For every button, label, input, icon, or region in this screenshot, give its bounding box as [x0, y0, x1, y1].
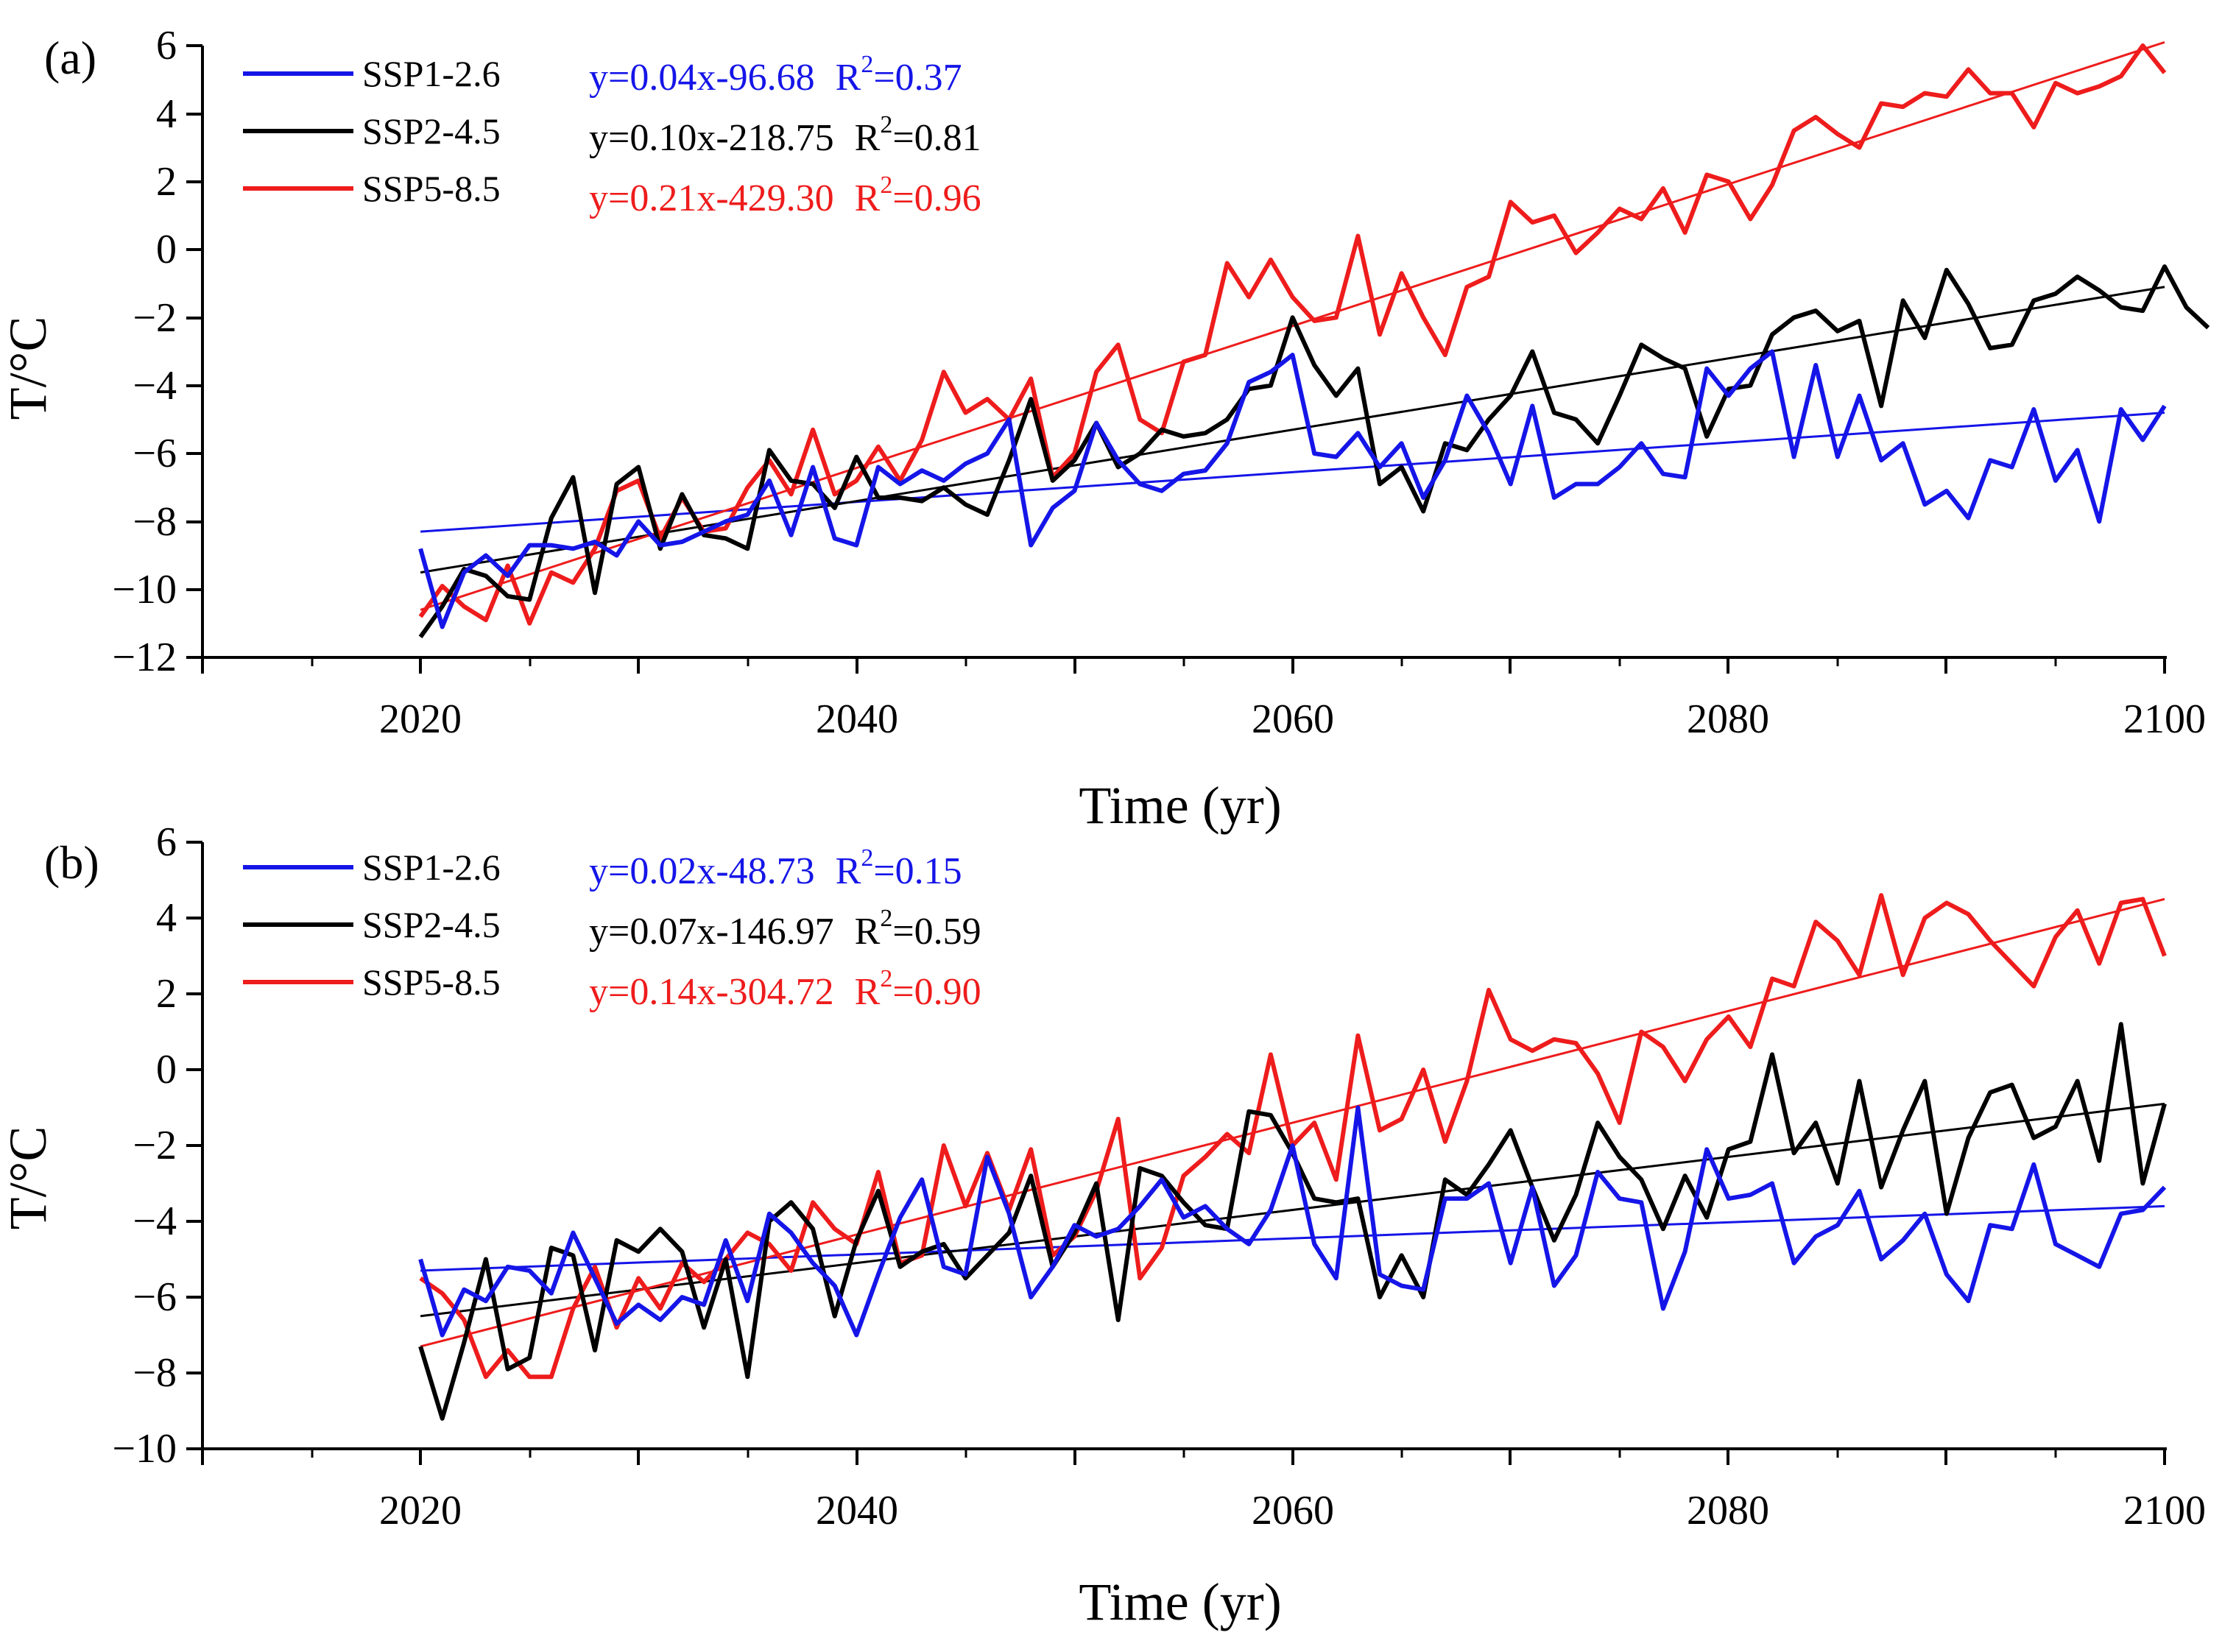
y-tick-label: −4 [133, 1199, 177, 1244]
equation-text: y=0.07x-146.97 [589, 911, 834, 953]
y-tick-label: 6 [156, 23, 177, 68]
equation-ssp126: y=0.04x-96.68 R2=0.37 [589, 51, 962, 99]
trend-line-ssp585 [420, 897, 2165, 1348]
legend: SSP1-2.6 SSP2-4.5 SSP5-8.5 [243, 53, 501, 209]
equation-text: y=0.10x-218.75 [589, 117, 834, 159]
x-tick-label: 2080 [1687, 1488, 1769, 1533]
r2-label: R [836, 850, 861, 892]
y-tick-label: −6 [133, 431, 177, 476]
series-line-ssp126 [418, 1105, 2167, 1338]
equation-text: y=0.04x-96.68 [589, 57, 815, 99]
y-tick-label: 6 [156, 819, 177, 865]
trend-line-ssp245 [420, 286, 2165, 574]
y-tick-label: −10 [112, 1426, 177, 1472]
x-tick-label: 2080 [1687, 696, 1769, 742]
r2-label: R [855, 117, 881, 159]
legend-label-ssp126: SSP1-2.6 [362, 53, 501, 94]
r2-value: =0.59 [892, 911, 981, 953]
legend: SSP1-2.6 SSP2-4.5 SSP5-8.5 [243, 847, 501, 1003]
equation-text: y=0.21x-429.30 [589, 177, 834, 219]
y-tick-label: 2 [156, 159, 177, 205]
panel-a: (a) T/°C Time (yr) −12 −10 −8 −6 −4 −2 0… [0, 23, 2210, 835]
legend-label-ssp245: SSP2-4.5 [362, 904, 501, 945]
panel-label: (b) [44, 836, 99, 889]
regression-equations: y=0.02x-48.73 R2=0.15 y=0.07x-146.97 R2=0.… [589, 844, 981, 1013]
panel-label: (a) [44, 32, 96, 84]
y-tick-label: −12 [112, 635, 177, 680]
trend-line-ssp126 [420, 1204, 2165, 1272]
y-tick-label: −6 [133, 1274, 177, 1320]
series-line-ssp245 [418, 264, 2210, 639]
r2-label: R [855, 177, 881, 219]
r2-label: R [855, 911, 881, 953]
r2-superscript: 2 [880, 111, 892, 138]
equation-ssp126: y=0.02x-48.73 R2=0.15 [589, 844, 962, 892]
r2-value: =0.81 [892, 117, 981, 159]
x-tick-label: 2020 [379, 696, 462, 742]
plot-area [418, 40, 2210, 639]
x-tick-label: 2040 [816, 696, 898, 742]
equation-text: y=0.14x-304.72 [589, 971, 834, 1013]
legend-label-ssp126: SSP1-2.6 [362, 847, 501, 888]
y-tick-label: 0 [156, 1047, 177, 1092]
y-tick-label: −8 [133, 499, 177, 545]
equation-ssp585: y=0.21x-429.30 R2=0.96 [589, 172, 981, 219]
equation-ssp245: y=0.10x-218.75 R2=0.81 [589, 111, 981, 159]
y-axis-title: T/°C [0, 1126, 57, 1230]
equation-text: y=0.02x-48.73 [589, 850, 815, 892]
x-axis-title: Time (yr) [1079, 776, 1281, 835]
r2-value: =0.15 [873, 850, 962, 892]
legend-label-ssp585: SSP5-8.5 [362, 168, 501, 209]
r2-value: =0.37 [873, 57, 962, 99]
x-tick-label: 2100 [2123, 1488, 2206, 1533]
y-ticks: −10 −8 −6 −4 −2 0 2 4 6 [112, 819, 202, 1472]
series-line-ssp126 [418, 349, 2167, 629]
x-ticks: 2020 2040 2060 2080 2100 [201, 657, 2206, 742]
series-line-ssp245 [418, 1022, 2167, 1421]
equation-ssp245: y=0.07x-146.97 R2=0.59 [589, 905, 981, 953]
y-tick-label: 4 [156, 91, 177, 137]
r2-superscript: 2 [880, 905, 892, 932]
x-tick-label: 2060 [1252, 696, 1334, 742]
r2-value: =0.90 [892, 971, 981, 1013]
x-ticks: 2020 2040 2060 2080 2100 [201, 1449, 2206, 1533]
y-tick-label: −4 [133, 363, 177, 409]
y-tick-label: 0 [156, 227, 177, 272]
legend-label-ssp245: SSP2-4.5 [362, 110, 501, 152]
x-tick-label: 2100 [2123, 696, 2206, 742]
r2-superscript: 2 [880, 965, 892, 992]
r2-superscript: 2 [861, 844, 873, 872]
x-axis-title: Time (yr) [1079, 1572, 1281, 1631]
y-tick-label: −10 [112, 567, 177, 613]
trend-line-ssp585 [420, 40, 2165, 611]
y-tick-label: −2 [133, 1123, 177, 1168]
legend-label-ssp585: SSP5-8.5 [362, 961, 501, 1003]
y-tick-label: 4 [156, 895, 177, 941]
y-tick-label: −8 [133, 1350, 177, 1396]
r2-superscript: 2 [880, 172, 892, 199]
r2-label: R [855, 971, 881, 1013]
x-tick-label: 2020 [379, 1488, 462, 1533]
regression-equations: y=0.04x-96.68 R2=0.37 y=0.10x-218.75 R2=0.… [589, 51, 981, 219]
y-tick-label: −2 [133, 295, 177, 341]
r2-superscript: 2 [861, 51, 873, 78]
x-tick-label: 2040 [816, 1488, 898, 1533]
panel-b: (b) T/°C Time (yr) −10 −8 −6 −4 −2 0 2 4… [0, 819, 2206, 1631]
y-ticks: −12 −10 −8 −6 −4 −2 0 2 4 6 [112, 23, 202, 680]
y-tick-label: 2 [156, 971, 177, 1017]
x-tick-label: 2060 [1252, 1488, 1334, 1533]
r2-value: =0.96 [892, 177, 981, 219]
plot-area [418, 893, 2167, 1421]
y-axis-title: T/°C [0, 317, 57, 420]
equation-ssp585: y=0.14x-304.72 R2=0.90 [589, 965, 981, 1013]
r2-label: R [836, 57, 861, 99]
